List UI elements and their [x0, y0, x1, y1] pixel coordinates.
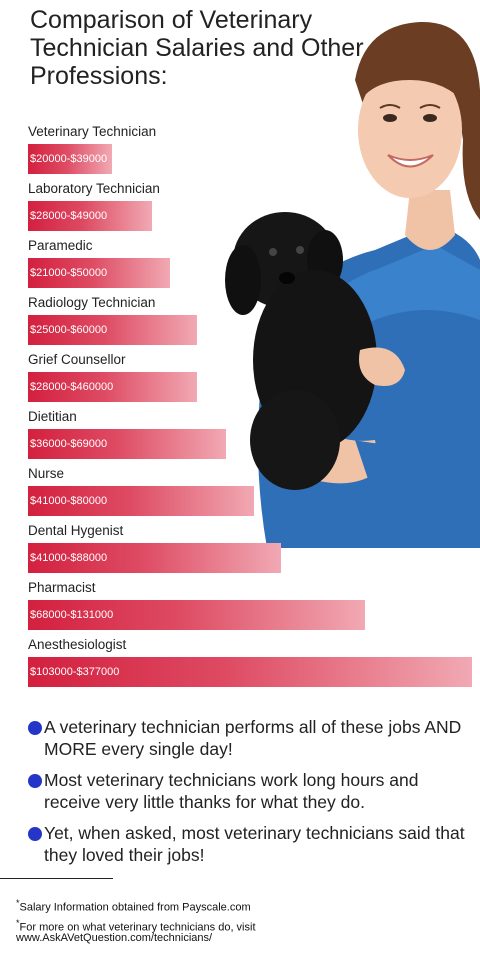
bar-value-label: $36000-$69000 [30, 438, 108, 450]
salary-bar: $28000-$49000 [28, 201, 152, 231]
chart-row: Grief Counsellor $28000-$460000 [28, 352, 197, 402]
category-label: Veterinary Technician [28, 124, 157, 139]
chart-row: Anesthesiologist $103000-$377000 [28, 637, 472, 687]
salary-bar: $36000-$69000 [28, 429, 226, 459]
salary-bar: $28000-$460000 [28, 372, 197, 402]
bullet-list: A veterinary technician performs all of … [28, 716, 468, 875]
bar-value-label: $28000-$49000 [30, 210, 108, 222]
bar-value-label: $20000-$39000 [30, 153, 108, 165]
footnote-divider [0, 878, 113, 879]
bar-value-label: $103000-$377000 [30, 666, 120, 678]
bullet-dot-icon [28, 721, 42, 735]
category-label: Pharmacist [28, 580, 96, 595]
bar-value-label: $68000-$131000 [30, 609, 114, 621]
salary-bar: $68000-$131000 [28, 600, 365, 630]
category-label: Dental Hygenist [28, 523, 124, 538]
chart-row: Nurse $41000-$80000 [28, 466, 254, 516]
bullet-text: Yet, when asked, most veterinary technic… [44, 823, 465, 865]
category-label: Dietitian [28, 409, 77, 424]
category-label: Nurse [28, 466, 65, 481]
footnote-payscale: *Salary Information obtained from Paysca… [16, 898, 251, 914]
chart-row: Radiology Technician $25000-$60000 [28, 295, 197, 345]
bar-value-label: $41000-$80000 [30, 495, 108, 507]
bar-value-label: $21000-$50000 [30, 267, 108, 279]
salary-bar: $41000-$88000 [28, 543, 281, 573]
bar-value-label: $25000-$60000 [30, 324, 108, 336]
chart-row: Dietitian $36000-$69000 [28, 409, 226, 459]
category-label: Laboratory Technician [28, 181, 160, 196]
vet-technician-with-dog-photo [225, 21, 480, 548]
category-label: Radiology Technician [28, 295, 156, 310]
bar-value-label: $41000-$88000 [30, 552, 108, 564]
chart-row: Laboratory Technician $28000-$49000 [28, 181, 160, 231]
page-title: Comparison of Veterinary Technician Sala… [30, 6, 364, 90]
category-label: Paramedic [28, 238, 93, 253]
category-label: Grief Counsellor [28, 352, 126, 367]
chart-row: Pharmacist $68000-$131000 [28, 580, 365, 630]
footnote-more-info: *For more on what veterinary technicians… [16, 918, 256, 934]
salary-bar: $41000-$80000 [28, 486, 254, 516]
bullet-item: A veterinary technician performs all of … [28, 716, 468, 760]
salary-bar: $25000-$60000 [28, 315, 197, 345]
category-label: Anesthesiologist [28, 637, 127, 652]
bullet-dot-icon [28, 774, 42, 788]
salary-bar: $21000-$50000 [28, 258, 170, 288]
bullet-dot-icon [28, 827, 42, 841]
bullet-item: Yet, when asked, most veterinary technic… [28, 822, 468, 866]
bar-value-label: $28000-$460000 [30, 381, 114, 393]
chart-row: Veterinary Technician $20000-$39000 [28, 124, 157, 174]
bullet-item: Most veterinary technicians work long ho… [28, 769, 468, 813]
chart-row: Paramedic $21000-$50000 [28, 238, 170, 288]
bullet-text: A veterinary technician performs all of … [44, 717, 462, 759]
salary-bar: $20000-$39000 [28, 144, 112, 174]
bullet-text: Most veterinary technicians work long ho… [44, 770, 419, 812]
chart-row: Dental Hygenist $41000-$88000 [28, 523, 281, 573]
footnote-url[interactable]: www.AskAVetQuestion.com/technicians/ [16, 932, 213, 944]
salary-bar: $103000-$377000 [28, 657, 472, 687]
salary-bar-chart: Veterinary Technician $20000-$39000 Labora… [28, 124, 472, 687]
